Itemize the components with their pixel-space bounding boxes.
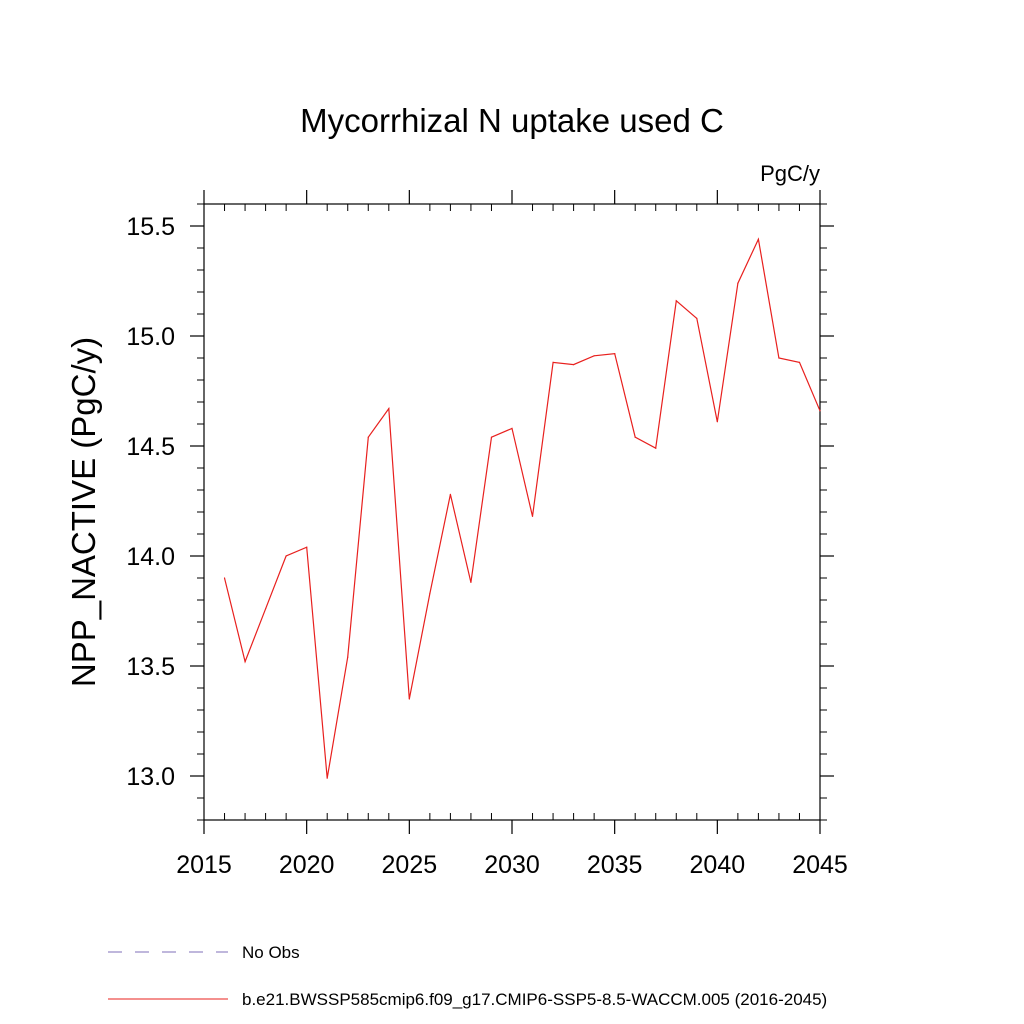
data-point bbox=[675, 300, 677, 302]
data-point bbox=[531, 515, 534, 518]
data-point bbox=[593, 355, 595, 357]
chart-title: Mycorrhizal N uptake used C bbox=[300, 102, 724, 139]
data-point bbox=[819, 410, 821, 412]
plot-frame bbox=[203, 203, 821, 821]
data-point bbox=[737, 282, 739, 284]
y-tick-label: 15.5 bbox=[126, 213, 175, 241]
data-point bbox=[470, 581, 472, 584]
x-tick-label: 2040 bbox=[690, 851, 746, 879]
data-point bbox=[388, 408, 390, 410]
data-point bbox=[265, 608, 267, 610]
y-axis-label: NPP_NACTIVE (PgC/y) bbox=[65, 337, 102, 687]
data-point bbox=[552, 361, 554, 363]
data-point bbox=[614, 353, 616, 355]
series-line bbox=[223, 237, 821, 779]
units-label: PgC/y bbox=[760, 161, 820, 186]
data-point bbox=[511, 427, 513, 429]
data-point bbox=[573, 364, 575, 366]
data-point bbox=[634, 436, 636, 438]
y-tick-label: 14.0 bbox=[126, 543, 175, 571]
data-point bbox=[716, 421, 718, 423]
legend-label: No Obs bbox=[242, 943, 300, 962]
axes: 2015 2020 2025 2030 2035 2040 2045 13.0 13.5 14.0… bbox=[126, 190, 848, 879]
x-tick-label: 2045 bbox=[792, 851, 848, 879]
data-point bbox=[285, 555, 287, 557]
data-point bbox=[429, 592, 431, 595]
x-tick-label: 2035 bbox=[587, 851, 643, 879]
y-tick-label: 14.5 bbox=[126, 433, 175, 461]
data-point bbox=[347, 656, 349, 658]
legend: No Obs b.e21.BWSSP585cmip6.f09_g17.CMIP6-… bbox=[108, 943, 827, 1009]
y-tick-label: 13.0 bbox=[126, 763, 175, 791]
y-tick-label: 13.5 bbox=[126, 653, 175, 681]
y-tick-label: 15.0 bbox=[126, 323, 175, 351]
data-point bbox=[223, 577, 226, 579]
data-point bbox=[757, 238, 760, 240]
data-point bbox=[408, 698, 410, 700]
x-tick-label: 2030 bbox=[484, 851, 540, 879]
data-point bbox=[655, 447, 657, 449]
data-point bbox=[696, 317, 698, 319]
data-point bbox=[306, 546, 308, 548]
data-point bbox=[490, 436, 493, 438]
data-point bbox=[244, 661, 246, 663]
x-tick-label: 2025 bbox=[382, 851, 438, 879]
data-point bbox=[778, 357, 780, 359]
x-tick-label: 2015 bbox=[176, 851, 232, 879]
legend-label: b.e21.BWSSP585cmip6.f09_g17.CMIP6-SSP5-8… bbox=[242, 990, 827, 1009]
data-point bbox=[798, 361, 801, 363]
data-point bbox=[449, 493, 451, 495]
series-layer bbox=[223, 237, 821, 779]
data-point bbox=[326, 777, 328, 779]
data-point bbox=[367, 436, 369, 438]
x-tick-label: 2020 bbox=[279, 851, 335, 879]
